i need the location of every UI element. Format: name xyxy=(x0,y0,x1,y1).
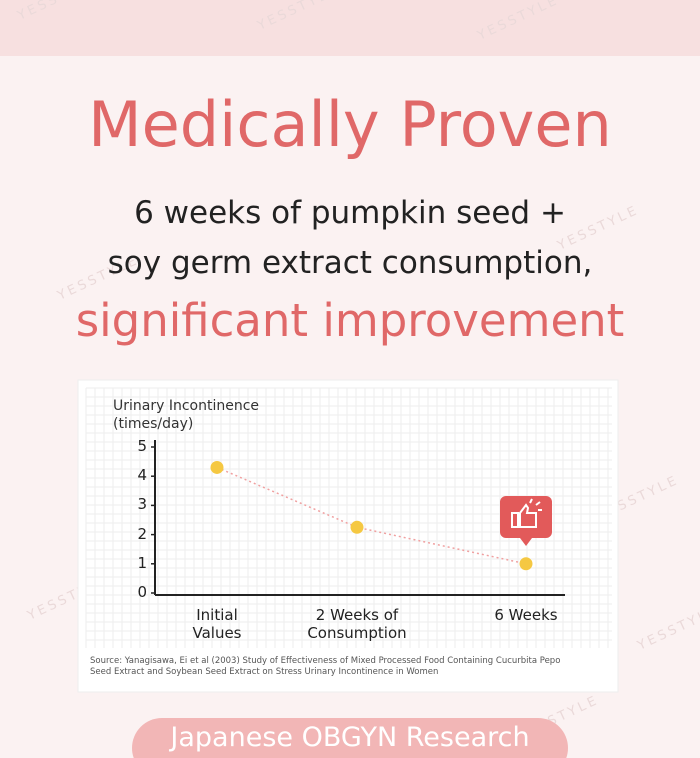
y-tick-label: 1 xyxy=(137,553,147,572)
y-axis-label: Urinary Incontinence (times/day) xyxy=(113,398,260,432)
data-point xyxy=(519,557,533,571)
x-tick-label: 2 Weeks of Consumption xyxy=(307,606,407,642)
subtitle: soy germ extract consumption, xyxy=(107,245,593,281)
data-point xyxy=(210,460,224,474)
source: Source: Yanagisawa, Ei et al (2003) Stud… xyxy=(90,656,561,677)
series-line xyxy=(216,466,527,565)
y-tick-label: 4 xyxy=(137,466,147,485)
footer-pill xyxy=(132,718,568,758)
watermark: YESSTYLE xyxy=(634,603,700,654)
plot xyxy=(210,460,533,571)
grid xyxy=(85,387,612,648)
y-tick-label: 3 xyxy=(137,495,147,514)
y-tick-label: 0 xyxy=(137,583,147,601)
y-tick-label: 5 xyxy=(137,437,147,455)
x-tick-label: 6 Weeks xyxy=(494,606,558,624)
x-tick-label: Initial Values xyxy=(192,606,242,642)
y-tick-label: 2 xyxy=(137,524,147,543)
thumbs-badge xyxy=(500,496,552,546)
title: Medically Proven xyxy=(88,88,612,161)
top-band xyxy=(0,0,700,56)
highlight: significant improvement xyxy=(75,294,625,347)
footer-label: Japanese OBGYN Research xyxy=(170,722,530,753)
data-point xyxy=(350,520,364,534)
subtitle: 6 weeks of pumpkin seed + xyxy=(134,195,566,231)
